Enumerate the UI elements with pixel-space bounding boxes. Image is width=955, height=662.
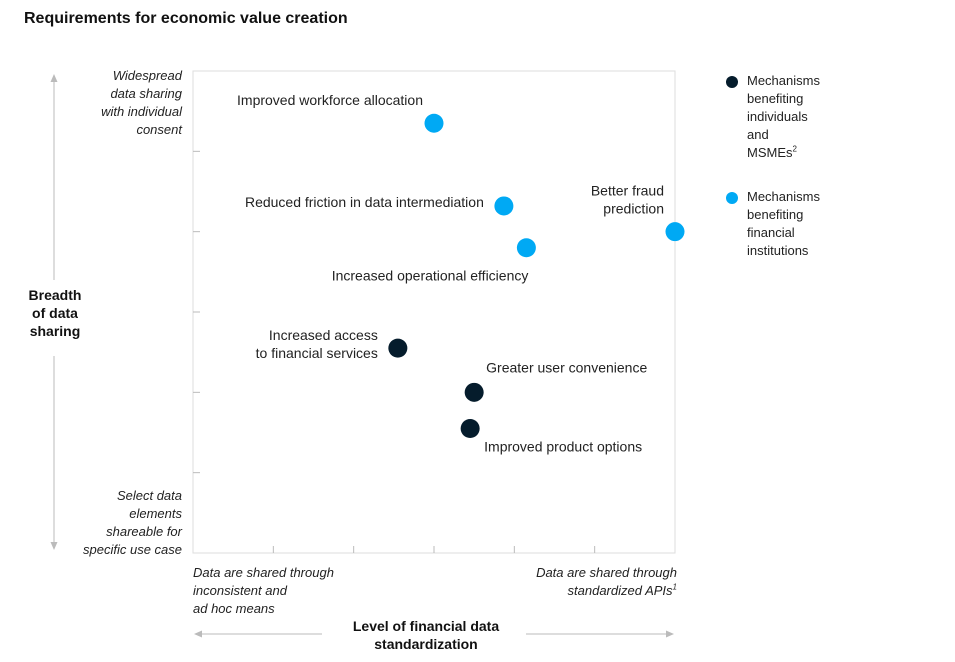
- y-axis-top-label-line: consent: [136, 122, 182, 137]
- data-label: Increased access: [269, 327, 378, 343]
- y-axis-bottom-label-line: shareable for: [106, 524, 182, 539]
- legend-marker-blue-icon: [726, 192, 738, 204]
- y-axis-top-label-line: Widespread: [112, 68, 182, 83]
- y-axis-title-line: sharing: [29, 323, 81, 339]
- legend-label-line: benefiting: [747, 91, 804, 106]
- footnote-marker: 1: [672, 582, 677, 592]
- data-point: [388, 338, 408, 358]
- y-axis-title-line: Breadth: [28, 287, 82, 303]
- legend-label-line: Mechanisms: [747, 73, 820, 88]
- data-point: [460, 418, 480, 438]
- x-axis-title-line: standardization: [374, 636, 478, 652]
- plot-frame: [192, 70, 676, 554]
- legend-label: Mechanisms benefiting financial institut…: [747, 188, 820, 260]
- x-axis-title-line: Level of financial data: [352, 618, 500, 634]
- data-label: to financial services: [256, 345, 378, 361]
- legend-label-line: benefiting: [747, 207, 804, 222]
- arrow-right-icon: [666, 630, 674, 638]
- y-axis-title-line: of data: [32, 305, 78, 321]
- data-point: [424, 113, 444, 133]
- legend-label-line: Mechanisms: [747, 189, 820, 204]
- x-axis-right-label: Data are shared through standardized API…: [536, 564, 677, 600]
- data-label: Better fraud: [591, 183, 664, 199]
- legend-label-line: individuals: [747, 109, 808, 124]
- data-label: Reduced friction in data intermediation: [245, 194, 484, 210]
- x-axis-right-label-line: standardized APIs1: [536, 582, 677, 600]
- data-label: Improved product options: [484, 438, 642, 454]
- data-point: [494, 196, 514, 216]
- arrow-down-icon: [50, 542, 58, 550]
- legend-label-line: institutions: [747, 243, 809, 258]
- legend-label-text: and MSMEs: [747, 127, 793, 160]
- x-axis-left-label-line: ad hoc means: [193, 601, 275, 616]
- y-axis-top-label-line: data sharing: [110, 86, 182, 101]
- legend-marker-dark-icon: [726, 76, 738, 88]
- x-axis-left-label-line: inconsistent and: [193, 583, 287, 598]
- x-axis-left-label-line: Data are shared through: [193, 565, 334, 580]
- data-label: Improved workforce allocation: [237, 92, 423, 108]
- arrow-left-icon: [194, 630, 202, 638]
- y-axis-top-label-line: with individual: [101, 104, 182, 119]
- data-label: Greater user convenience: [486, 359, 647, 375]
- y-axis-bottom-label-line: elements: [129, 506, 182, 521]
- plot-border: [192, 70, 676, 554]
- data-point: [665, 222, 685, 242]
- footnote-marker: 2: [792, 144, 797, 154]
- data-points: Increased access to financial services Gre…: [237, 92, 685, 454]
- y-axis-bottom-label: Select data elements shareable for speci…: [83, 487, 182, 559]
- y-axis-title: Breadth of data sharing: [10, 286, 100, 340]
- data-label: prediction: [603, 201, 664, 217]
- x-axis-right-label-line: Data are shared through: [536, 565, 677, 580]
- arrow-up-icon: [50, 74, 58, 82]
- y-axis-top-label: Widespread data sharing with individual …: [101, 67, 182, 139]
- data-point: [516, 238, 536, 258]
- data-point: [464, 382, 484, 402]
- chart-title: Requirements for economic value creation: [24, 10, 348, 27]
- axis-arrows: [50, 74, 674, 638]
- legend-label-line: financial: [747, 225, 795, 240]
- x-axis-right-label-text: standardized APIs: [567, 583, 673, 598]
- legend-label: Mechanisms benefiting individuals and MS…: [747, 72, 820, 162]
- legend-label-line: and MSMEs2: [747, 126, 820, 162]
- x-axis-title: Level of financial data standardization: [326, 617, 526, 653]
- data-label: Increased operational efficiency: [332, 268, 529, 284]
- y-axis-bottom-label-line: Select data: [116, 488, 182, 503]
- x-axis-left-label: Data are shared through inconsistent and…: [193, 564, 334, 618]
- y-axis-bottom-label-line: specific use case: [83, 542, 182, 557]
